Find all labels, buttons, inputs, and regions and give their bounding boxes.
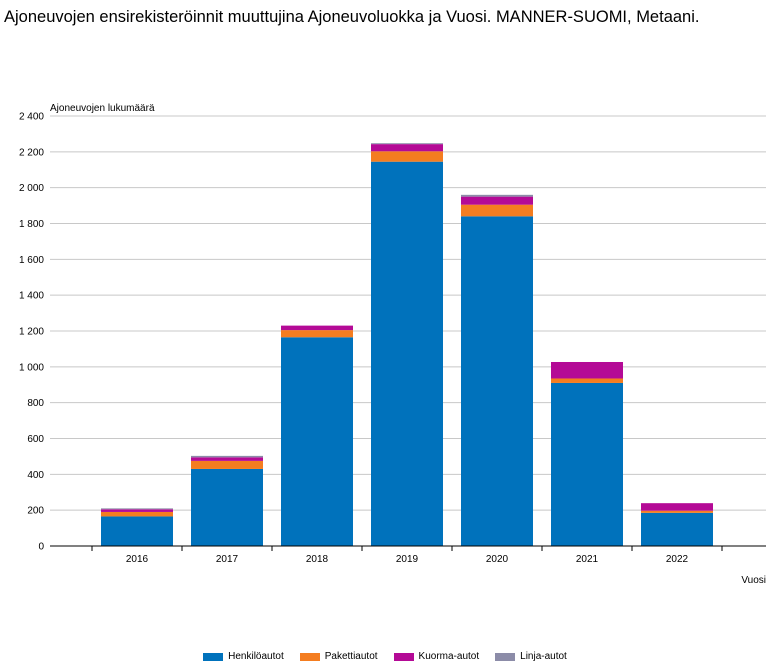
bar-segment bbox=[551, 378, 623, 383]
bar-segment bbox=[551, 361, 623, 379]
bar-segment bbox=[371, 143, 443, 145]
bar-segment bbox=[551, 382, 623, 546]
legend: Henkilöautot Pakettiautot Kuorma-autot Linj… bbox=[0, 651, 770, 662]
bar-segment bbox=[641, 510, 713, 513]
legend-label: Linja-autot bbox=[520, 651, 567, 662]
legend-item: Pakettiautot bbox=[299, 651, 378, 662]
bar-segment bbox=[461, 204, 533, 217]
legend-label: Henkilöautot bbox=[228, 651, 284, 662]
x-axis-label: Vuosi bbox=[741, 575, 766, 586]
bar-segment bbox=[641, 503, 713, 511]
x-tick-label: 2021 bbox=[576, 554, 599, 565]
legend-label: Pakettiautot bbox=[324, 651, 378, 662]
bar-segment bbox=[191, 468, 263, 546]
x-tick-label: 2019 bbox=[396, 554, 419, 565]
bar-segment bbox=[281, 330, 353, 338]
bar-segment bbox=[101, 508, 173, 510]
legend-item: Henkilöautot bbox=[203, 651, 284, 662]
bar-segment bbox=[371, 151, 443, 162]
bar-segment bbox=[461, 194, 533, 197]
y-tick-label: 2 000 bbox=[19, 183, 44, 194]
bar-segment bbox=[281, 325, 353, 331]
y-tick-label: 400 bbox=[27, 470, 44, 481]
y-tick-label: 2 400 bbox=[19, 112, 44, 123]
bar-segment bbox=[461, 216, 533, 547]
legend-item: Kuorma-autot bbox=[393, 651, 480, 662]
legend-label: Kuorma-autot bbox=[418, 651, 480, 662]
y-tick-label: 1 400 bbox=[19, 291, 44, 302]
y-axis-label: Ajoneuvojen lukumäärä bbox=[50, 103, 155, 114]
y-tick-label: 200 bbox=[27, 506, 44, 517]
y-tick-label: 1 000 bbox=[19, 362, 44, 373]
y-tick-label: 0 bbox=[38, 542, 44, 553]
y-tick-label: 1 600 bbox=[19, 255, 44, 266]
legend-swatch bbox=[495, 652, 516, 661]
bar-segment bbox=[641, 512, 713, 546]
y-tick-label: 2 200 bbox=[19, 147, 44, 158]
bar-segment bbox=[191, 457, 263, 461]
bar-segment bbox=[371, 144, 443, 152]
bar-segment bbox=[101, 516, 173, 546]
bar-segment bbox=[191, 455, 263, 458]
y-tick-label: 1 200 bbox=[19, 327, 44, 338]
x-tick-label: 2022 bbox=[666, 554, 689, 565]
legend-item: Linja-autot bbox=[495, 651, 567, 662]
x-tick-label: 2016 bbox=[126, 554, 149, 565]
x-tick-label: 2018 bbox=[306, 554, 329, 565]
chart-title: Ajoneuvojen ensirekisteröinnit muuttujin… bbox=[4, 8, 700, 26]
bar-segment bbox=[101, 509, 173, 512]
bar-segment bbox=[281, 337, 353, 546]
bar-segment bbox=[371, 161, 443, 546]
legend-swatch bbox=[393, 652, 414, 661]
legend-swatch bbox=[299, 652, 320, 661]
y-tick-label: 800 bbox=[27, 398, 44, 409]
x-tick-label: 2020 bbox=[486, 554, 509, 565]
y-tick-label: 600 bbox=[27, 434, 44, 445]
y-tick-label: 1 800 bbox=[19, 219, 44, 230]
bar-segment bbox=[191, 460, 263, 469]
bar-segment bbox=[101, 511, 173, 517]
x-tick-label: 2017 bbox=[216, 554, 239, 565]
legend-swatch bbox=[203, 652, 224, 661]
bar-segment bbox=[461, 196, 533, 205]
